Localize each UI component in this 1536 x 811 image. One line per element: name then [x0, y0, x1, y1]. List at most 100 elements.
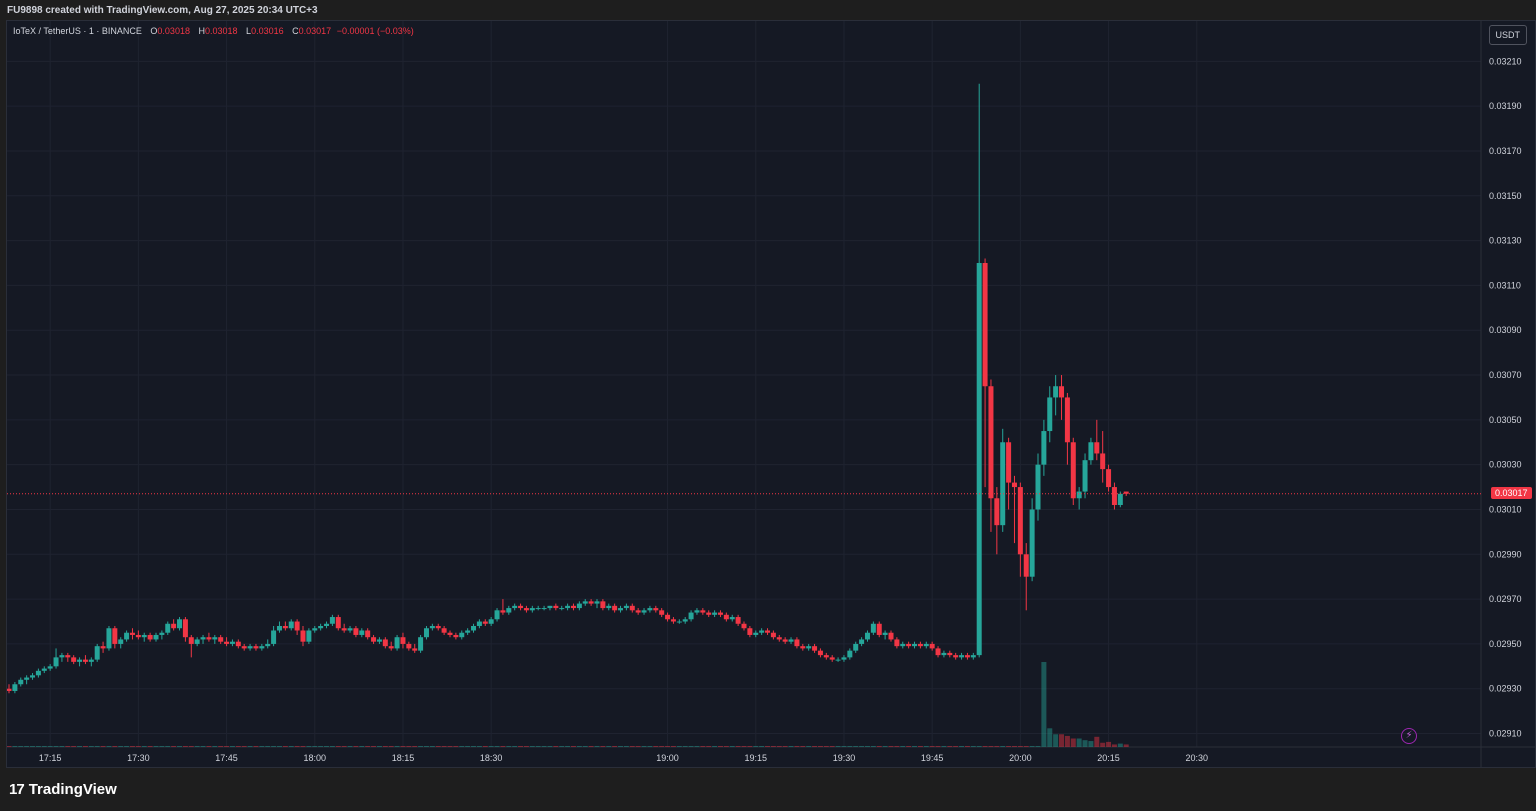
chart-credit: FU9898 created with TradingView.com, Aug…: [0, 0, 1536, 20]
candle-body: [835, 659, 841, 661]
volume-bar: [1064, 735, 1070, 747]
candle-body: [194, 639, 200, 644]
candle-body: [506, 608, 512, 613]
volume-bar: [1035, 746, 1041, 747]
candle-body: [864, 632, 870, 640]
price-chart[interactable]: 0.03210 0.03190 0.03170 0.03150 0.03130 0.031…: [7, 21, 1536, 768]
volume-bar: [1017, 746, 1023, 747]
candle-body: [235, 641, 241, 647]
candle-body: [265, 643, 271, 647]
volume-bar: [864, 746, 870, 747]
candle-body: [588, 601, 594, 604]
volume-bar: [1029, 746, 1035, 747]
volume-bar: [1053, 734, 1059, 747]
volume-bar: [894, 746, 900, 747]
volume-bar: [618, 746, 624, 747]
time-tick-label: 19:45: [921, 753, 944, 763]
volume-bar: [147, 746, 153, 747]
candle-body: [1082, 460, 1088, 492]
volume-bar: [1111, 744, 1117, 747]
price-tick-label: 0.02970: [1489, 594, 1522, 604]
volume-bar: [776, 746, 782, 747]
price-tick-label: 0.03130: [1489, 236, 1522, 246]
candle-body: [576, 603, 582, 609]
candle-body: [988, 386, 994, 499]
volume-bar: [559, 746, 565, 747]
volume-bar: [324, 746, 330, 747]
candle-body: [259, 646, 265, 649]
candle-body: [106, 628, 112, 649]
candle-body: [712, 612, 718, 615]
price-tick-label: 0.03150: [1489, 191, 1522, 201]
grid-lines: [7, 21, 1535, 767]
candle-body: [1094, 442, 1100, 454]
currency-unit-button[interactable]: USDT: [1488, 25, 1527, 45]
candle-body: [459, 632, 465, 638]
volume-bar: [1076, 738, 1082, 747]
candle-body: [870, 623, 876, 633]
volume-bar: [770, 746, 776, 747]
candle-body: [335, 617, 341, 629]
candle-body: [753, 632, 759, 635]
time-tick-label: 18:30: [480, 753, 503, 763]
volume-bar: [165, 746, 171, 747]
candle-body: [423, 628, 429, 638]
candle-body: [300, 630, 306, 642]
tradingview-logo[interactable]: 17 TradingView: [9, 781, 117, 798]
volume-bar: [1094, 736, 1100, 747]
candle-body: [441, 628, 447, 633]
volume-bar: [1106, 741, 1112, 747]
candle-body: [82, 659, 88, 662]
volume-bar: [7, 746, 12, 747]
candle-body: [1100, 453, 1106, 470]
volume-bar: [570, 746, 576, 747]
volume-bar: [153, 746, 159, 747]
candle-body: [465, 630, 471, 633]
candle-body: [788, 639, 794, 642]
volume-bar: [606, 746, 612, 747]
candle-body: [206, 637, 212, 640]
symbol-label[interactable]: IoTeX / TetherUS · 1 · BINANCE: [13, 26, 142, 36]
volume-bar: [806, 746, 812, 747]
candle-body: [294, 621, 300, 631]
candle-body: [900, 643, 906, 647]
candle-body: [565, 605, 571, 609]
volume-bar: [35, 746, 41, 747]
candle-body: [729, 617, 735, 620]
volume-bar: [171, 746, 177, 747]
volume-bar: [247, 746, 253, 747]
lightning-icon[interactable]: ⚡: [1401, 728, 1417, 744]
candle-body: [853, 643, 859, 651]
candle-body: [35, 670, 41, 676]
candle-body: [471, 626, 477, 631]
candle-body: [694, 610, 700, 613]
candle-body: [241, 646, 247, 649]
time-tick-label: 18:00: [303, 753, 326, 763]
volume-bar: [218, 746, 224, 747]
candle-body: [282, 626, 288, 629]
volume-bar: [253, 746, 259, 747]
volume-bar: [800, 746, 806, 747]
volume-bar: [512, 746, 518, 747]
price-tick-label: 0.02910: [1489, 729, 1522, 739]
candle-body: [765, 630, 771, 633]
candle-body: [482, 621, 488, 624]
time-tick-label: 19:00: [656, 753, 679, 763]
time-axis: 17:15 17:30 17:45 18:00 18:15 18:30 19:00 19:15…: [39, 753, 1208, 763]
volume-bar: [388, 746, 394, 747]
candle-body: [876, 623, 882, 635]
volume-bar: [876, 746, 882, 747]
time-tick-label: 19:30: [833, 753, 856, 763]
volume-bar: [794, 746, 800, 747]
volume-bar: [423, 746, 429, 747]
volume-bar: [641, 746, 647, 747]
footer: 17 TradingView: [0, 768, 1536, 811]
volume-bar: [488, 746, 494, 747]
volume-bar: [912, 746, 918, 747]
volume-bar: [947, 746, 953, 747]
candle-body: [171, 623, 177, 629]
volume-bar: [723, 746, 729, 747]
chart-frame[interactable]: 0.03210 0.03190 0.03170 0.03150 0.03130 0.031…: [6, 20, 1536, 768]
price-tick-label: 0.03050: [1489, 415, 1522, 425]
candle-body: [894, 639, 900, 647]
